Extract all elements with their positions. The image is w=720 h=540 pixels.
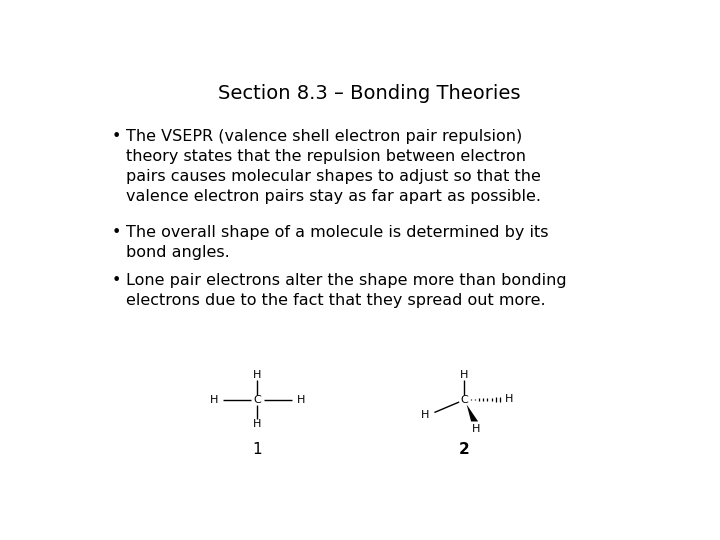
Text: Lone pair electrons alter the shape more than bonding
electrons due to the fact : Lone pair electrons alter the shape more… — [126, 273, 567, 307]
Text: 1: 1 — [253, 442, 262, 457]
Text: 2: 2 — [459, 442, 469, 457]
Text: •: • — [111, 273, 120, 288]
Text: H: H — [297, 395, 305, 404]
Text: H: H — [253, 369, 261, 380]
Text: The VSEPR (valence shell electron pair repulsion)
theory states that the repulsi: The VSEPR (valence shell electron pair r… — [126, 129, 541, 204]
Text: H: H — [253, 420, 261, 429]
Text: H: H — [421, 409, 430, 420]
Text: H: H — [210, 395, 218, 404]
Text: H: H — [459, 369, 468, 380]
Text: •: • — [111, 225, 120, 240]
Text: C: C — [253, 395, 261, 404]
Text: H: H — [472, 424, 480, 434]
Text: C: C — [460, 395, 468, 404]
Text: The overall shape of a molecule is determined by its
bond angles.: The overall shape of a molecule is deter… — [126, 225, 549, 260]
Text: H: H — [505, 394, 513, 404]
Text: •: • — [111, 129, 120, 144]
Text: Section 8.3 – Bonding Theories: Section 8.3 – Bonding Theories — [217, 84, 521, 103]
